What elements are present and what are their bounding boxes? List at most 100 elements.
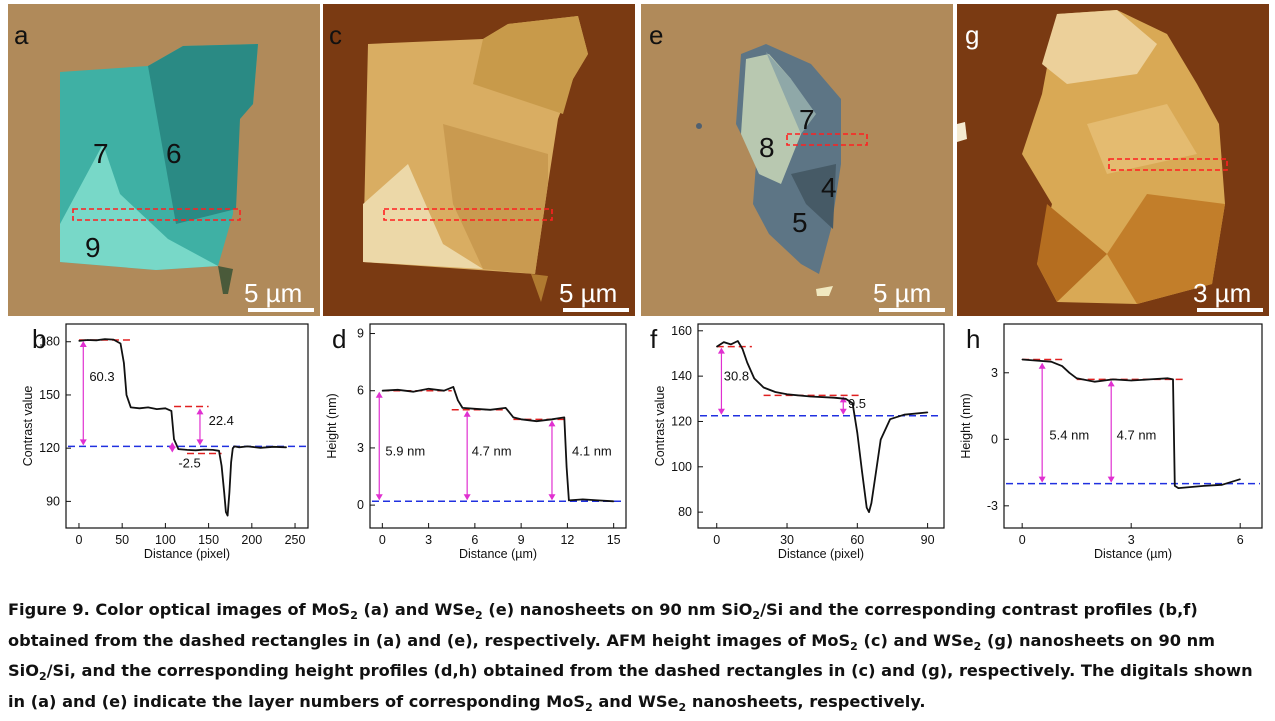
panel-letter-c: c [329, 20, 342, 50]
profile-point [233, 445, 236, 447]
profile-point [875, 470, 877, 472]
y-tick-label: 100 [671, 460, 692, 474]
y-tick-label: 90 [46, 494, 60, 508]
x-axis-label: Distance (µm) [1094, 547, 1172, 561]
profile-point [123, 362, 125, 364]
x-tick-label: 0 [75, 533, 82, 547]
panel-letter-e: e [649, 20, 664, 50]
profile-point [220, 465, 223, 467]
y-axis-label: Height (nm) [959, 393, 973, 458]
plot-frame [697, 323, 945, 529]
caption-text: (c) and WSe [857, 630, 974, 650]
caption-text: and WSe [592, 692, 679, 712]
profile-point [566, 466, 568, 468]
arrow-head [1038, 476, 1046, 483]
layer-number: 7 [799, 104, 815, 135]
step-annotation: 4.7 nm [1117, 427, 1157, 442]
x-tick-label: 200 [241, 533, 262, 547]
profile-point [452, 386, 454, 388]
x-axis-label: Distance (µm) [459, 547, 537, 561]
profile-point [397, 389, 399, 391]
arrow-head [548, 420, 556, 427]
step-annotation: 22.4 [209, 413, 234, 428]
y-tick-label: 9 [357, 327, 364, 341]
profile-point [741, 348, 744, 350]
step-annotation: 9.5 [848, 396, 866, 411]
panel-g-svg [957, 4, 1269, 316]
arrow-head [1038, 362, 1046, 369]
profile-point [112, 339, 115, 341]
scale-bar-label: 5 µm [244, 278, 303, 308]
layer-number: 9 [85, 232, 101, 263]
y-tick-label: 6 [357, 384, 364, 398]
profile-point [753, 377, 755, 379]
y-tick-label: 0 [357, 498, 364, 512]
profile-point [164, 407, 166, 409]
arrow-head [463, 410, 471, 417]
arrow-head [1107, 476, 1115, 483]
y-tick-label: 3 [991, 366, 998, 380]
profile-point [861, 470, 863, 472]
step-annotation: 4.7 nm [472, 444, 512, 459]
profile-point [218, 450, 220, 452]
panel-c-afm-image: c 5 µm [323, 4, 635, 316]
caption-text: nanosheets, respectively. [686, 692, 926, 712]
profile-point [238, 446, 240, 448]
profile-point [225, 511, 227, 513]
profile-point [138, 407, 141, 409]
x-tick-label: 0 [713, 533, 720, 547]
panel-g-afm-image: g 3 µm [957, 4, 1269, 316]
y-axis-label: Height (nm) [325, 393, 339, 458]
x-tick-label: 60 [850, 533, 864, 547]
profile-point [1021, 358, 1023, 361]
arrow-head [79, 439, 87, 446]
caption-sub: 2 [752, 609, 761, 623]
profile-point [568, 499, 570, 501]
y-axis-label: Contrast value [21, 386, 35, 467]
caption-text: (e) nanosheets on 90 nm SiO [482, 600, 753, 619]
plot-letter-h: h [966, 324, 981, 354]
y-tick-label: 150 [39, 388, 60, 402]
profile-point [809, 395, 812, 398]
profile-point [563, 416, 565, 419]
profile-point [1239, 478, 1241, 480]
profile-point [228, 491, 230, 494]
profile-point [866, 507, 868, 509]
profile-point [723, 341, 725, 343]
step-annotation: 4.1 nm [572, 444, 612, 459]
plot-b-svg: 0 50 100 150 200 250 90 120 150 180 Distance (pixe… [21, 323, 309, 561]
caption-sub: 2 [475, 609, 483, 623]
arrow-head [839, 408, 847, 415]
arrow-head [463, 494, 471, 501]
caption-sub: 2 [678, 701, 687, 715]
plot-f-svg: 0 30 60 90 80 100 120 140 160 Distance (pixel) Con… [653, 323, 945, 561]
plot-letter-b: b [32, 324, 47, 354]
profile-point [428, 388, 430, 390]
profile-point [203, 448, 205, 451]
profile-point [763, 386, 765, 389]
profile-line [716, 340, 928, 514]
profile-point [186, 449, 188, 451]
profile-point [285, 446, 287, 448]
plot-letter-f: f [650, 324, 658, 354]
profile-point [457, 399, 459, 401]
profile-point [613, 500, 615, 502]
caption-sub: 2 [585, 701, 593, 715]
profile-point [259, 447, 262, 449]
profile-point [1050, 361, 1052, 363]
scale-bar-label: 5 µm [559, 278, 618, 308]
scale-bar [248, 308, 314, 312]
caption-sub: 2 [350, 609, 358, 623]
profile-point [597, 499, 599, 501]
figure-caption: Figure 9. Color optical images of MoS2 (… [8, 598, 1270, 721]
arrow-head [375, 494, 383, 501]
layer-number: 8 [759, 132, 775, 163]
profile-line [78, 338, 287, 517]
profile-point [443, 390, 445, 392]
x-tick-label: 250 [285, 533, 306, 547]
x-tick-label: 150 [198, 533, 219, 547]
profile-point [737, 340, 739, 342]
layer-number: 5 [792, 207, 808, 238]
y-tick-label: 120 [39, 441, 60, 455]
